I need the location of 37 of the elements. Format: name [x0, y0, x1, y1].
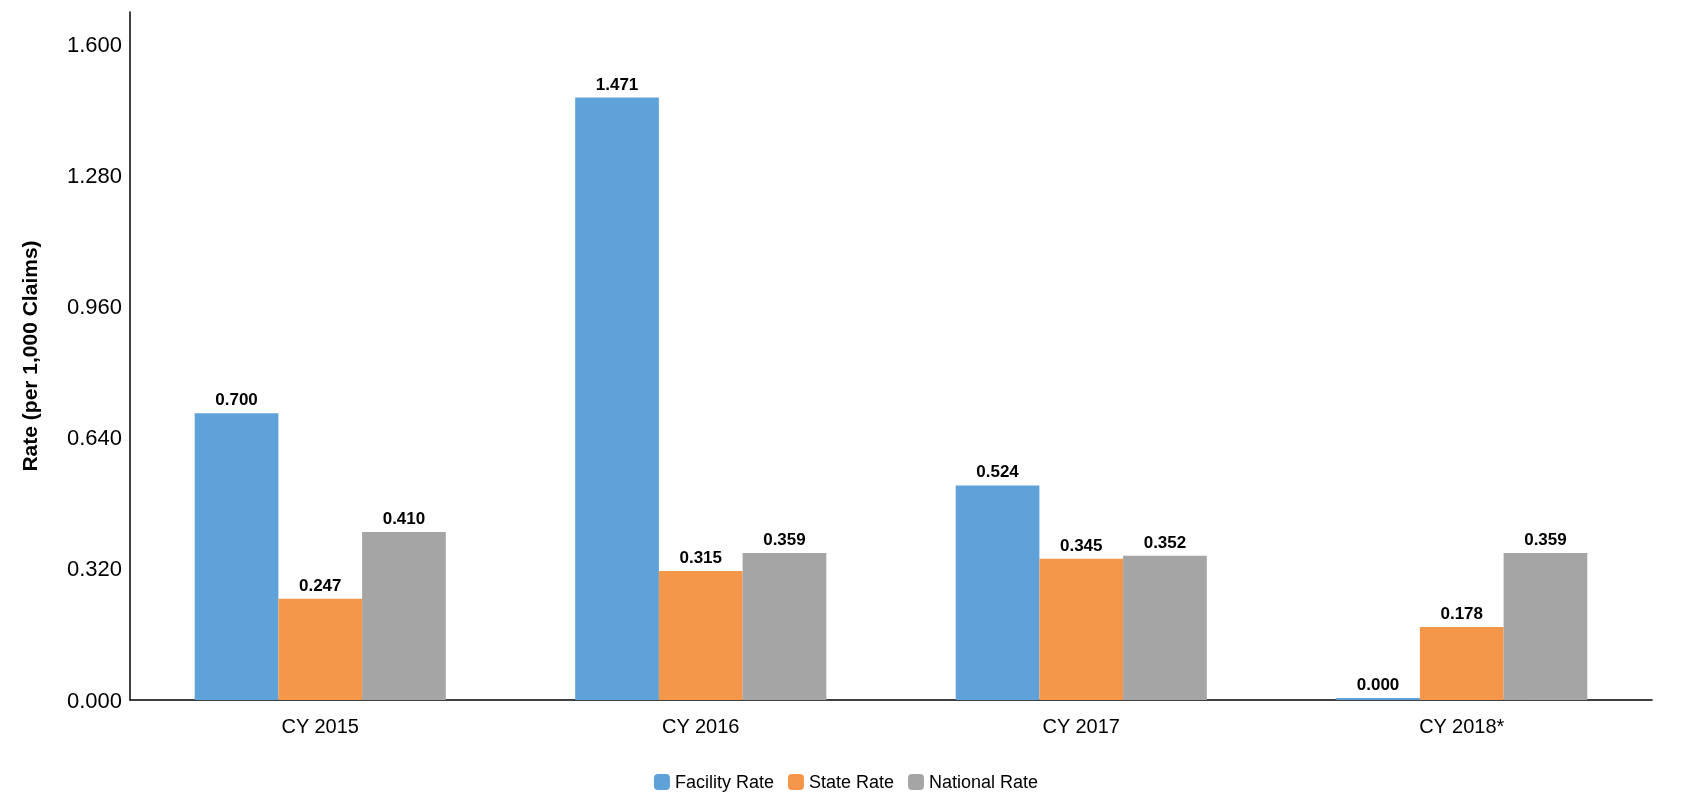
bar [362, 532, 446, 700]
data-label: 0.359 [763, 529, 806, 549]
bar [1039, 558, 1124, 700]
legend-label: National Rate [929, 772, 1039, 792]
data-label: 0.524 [976, 462, 1020, 482]
y-tick-label: 1.280 [66, 163, 122, 189]
x-tick-label: CY 2016 [662, 715, 740, 737]
data-label: 0.247 [298, 575, 342, 595]
data-label: 0.315 [679, 548, 723, 567]
bar [1123, 555, 1207, 700]
y-axis-title: Rate (per 1,000 Claims) [18, 240, 41, 472]
data-label: 0.359 [1524, 529, 1567, 549]
y-tick-label: 0.320 [66, 556, 122, 582]
x-tick-label: CY 2018* [1419, 715, 1505, 737]
y-tick-label: 0.000 [66, 687, 122, 713]
legend-label: Facility Rate [674, 772, 774, 792]
x-tick-label: CY 2015 [281, 715, 359, 737]
bar [1503, 552, 1588, 700]
bar [742, 552, 827, 700]
bar [278, 598, 363, 700]
data-label: 0.410 [382, 509, 426, 529]
bar [194, 413, 279, 700]
bar [1419, 627, 1504, 700]
data-label: 0.700 [215, 390, 258, 410]
bar [658, 571, 743, 700]
bar [955, 485, 1040, 700]
x-tick-label: CY 2017 [1042, 715, 1120, 737]
bar [575, 97, 659, 700]
data-label: 0.178 [1440, 604, 1484, 624]
y-tick-label: 0.640 [66, 425, 122, 451]
data-label: 0.352 [1143, 532, 1187, 552]
y-tick-label: 1.600 [66, 32, 122, 58]
data-label: 0.345 [1059, 535, 1103, 555]
data-label: 1.471 [595, 74, 639, 94]
data-label: 0.000 [1356, 675, 1400, 694]
legend-label: State Rate [808, 772, 895, 792]
y-tick-label: 0.960 [66, 294, 122, 320]
